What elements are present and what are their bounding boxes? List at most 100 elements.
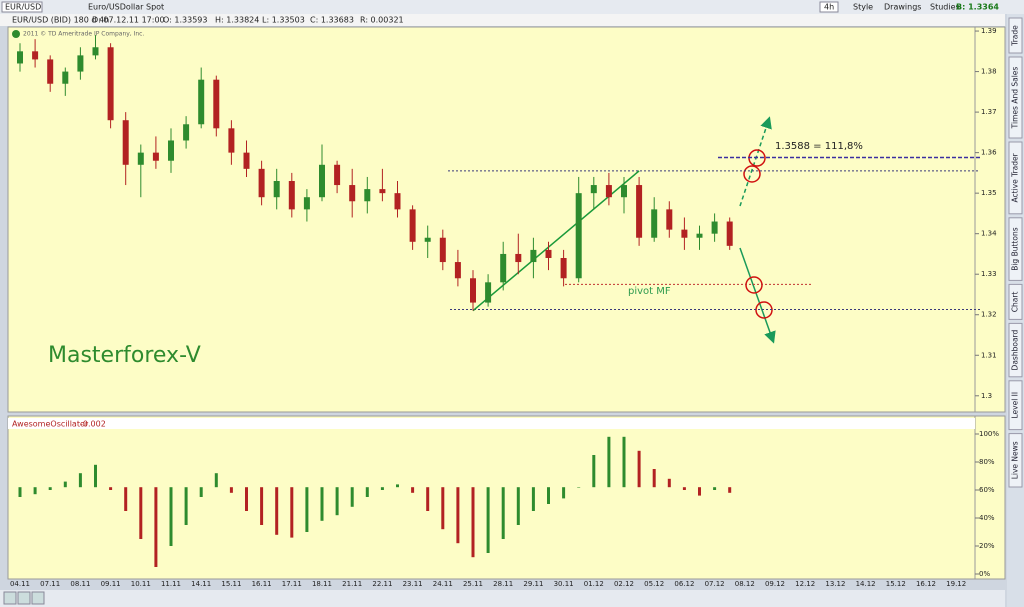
candle-body xyxy=(696,233,703,238)
x-tick-label: 30.11 xyxy=(554,580,574,588)
info-high: H: 1.33824 xyxy=(215,16,259,25)
osc-bar xyxy=(78,473,82,488)
description: Euro/USDollar Spot xyxy=(88,3,164,12)
osc-bar xyxy=(350,487,354,507)
side-tab-label[interactable]: Times And Sales xyxy=(1011,67,1020,130)
side-tab[interactable] xyxy=(1008,217,1023,281)
studies-button[interactable]: Studies xyxy=(930,3,960,12)
osc-bar xyxy=(562,487,566,499)
osc-bar xyxy=(622,436,626,488)
toolbar xyxy=(0,0,1024,14)
zoom-button[interactable] xyxy=(31,591,45,605)
candle-body xyxy=(545,249,552,258)
osc-bar xyxy=(607,436,611,488)
symbol[interactable]: EUR/USD xyxy=(5,3,41,12)
osc-bar xyxy=(245,487,248,511)
side-tab-label[interactable]: Active Trader xyxy=(1011,152,1020,202)
candle-body xyxy=(470,278,476,303)
drawings xyxy=(739,116,776,344)
candle-body xyxy=(349,185,356,202)
candle-body xyxy=(168,140,174,161)
oscillator-header xyxy=(8,418,975,429)
osc-bar xyxy=(365,487,369,497)
symbol-box[interactable] xyxy=(1,1,43,13)
y-tick-label: 1.39 xyxy=(981,27,997,35)
side-tab[interactable] xyxy=(1008,17,1023,54)
side-tab-label[interactable]: Trade xyxy=(1011,25,1020,47)
x-tick-label: 21.11 xyxy=(342,580,362,588)
x-tick-label: 29.11 xyxy=(523,580,543,588)
x-tick-label: 16.12 xyxy=(916,580,936,588)
candle-body xyxy=(364,189,371,202)
osc-bar xyxy=(260,487,264,525)
zoom-button[interactable] xyxy=(17,591,31,605)
x-tick-label: 25.11 xyxy=(463,580,483,588)
timeframe[interactable]: 4h xyxy=(824,3,834,12)
side-tab[interactable] xyxy=(1008,380,1023,431)
osc-bar xyxy=(486,487,490,553)
x-tick-label: 09.12 xyxy=(765,580,785,588)
candle-body xyxy=(137,152,144,165)
osc-y-tick-label: 20% xyxy=(979,542,995,550)
side-tab[interactable] xyxy=(1008,433,1023,488)
osc-bar xyxy=(320,487,324,521)
side-tab-label[interactable]: Chart xyxy=(1011,292,1020,313)
y-tick-label: 1.36 xyxy=(981,149,997,157)
side-tab-label[interactable]: Dashboard xyxy=(1011,330,1020,371)
x-tick-label: 02.12 xyxy=(614,580,634,588)
candle-body xyxy=(590,185,597,194)
osc-bar xyxy=(33,487,37,495)
osc-y-tick-label: 100% xyxy=(979,430,999,438)
osc-bar xyxy=(456,487,460,544)
candle-body xyxy=(560,258,567,279)
bottom-toolbar xyxy=(0,590,1005,607)
x-tick-label: 15.11 xyxy=(221,580,241,588)
candle-body xyxy=(273,181,280,198)
side-tab[interactable] xyxy=(1008,283,1023,320)
candle-body xyxy=(681,229,688,238)
y-tick-label: 1.31 xyxy=(981,351,997,359)
timeframe-box[interactable] xyxy=(819,1,839,13)
zoom-button[interactable] xyxy=(3,591,17,605)
x-tick-label: 09.11 xyxy=(101,580,121,588)
indicator-name: AwesomeOscillator xyxy=(12,420,89,429)
candle-body xyxy=(228,128,235,153)
side-tab[interactable] xyxy=(1008,322,1023,378)
info-date: D: 07.12.11 17:00 xyxy=(92,16,165,25)
candle-body xyxy=(198,79,205,125)
osc-y-tick-label: 40% xyxy=(979,514,995,522)
osc-bar xyxy=(184,487,188,525)
candle-body xyxy=(213,79,220,129)
osc-bar xyxy=(199,487,203,497)
candle-body xyxy=(183,124,190,141)
side-tab[interactable] xyxy=(1008,141,1023,215)
x-tick-label: 15.12 xyxy=(886,580,906,588)
x-tick-label: 08.12 xyxy=(735,580,755,588)
candle-body xyxy=(243,152,250,169)
osc-bar xyxy=(501,487,505,539)
osc-bar xyxy=(592,455,596,488)
osc-y-tick-label: 0% xyxy=(979,570,990,578)
candle-body xyxy=(379,189,386,194)
x-tick-label: 04.11 xyxy=(10,580,30,588)
candle-body xyxy=(666,209,673,230)
pivot-annotation: pivot MF xyxy=(628,286,671,297)
bid-price: B: 1.3364 xyxy=(956,3,999,12)
candle-body xyxy=(152,152,159,161)
side-tab[interactable] xyxy=(1008,56,1023,139)
candle-body xyxy=(334,164,341,186)
info-range: R: 0.00321 xyxy=(360,16,404,25)
circle-marker xyxy=(743,165,761,183)
candle-body xyxy=(515,253,522,263)
side-tab-label[interactable]: Live News xyxy=(1011,441,1020,479)
osc-bar xyxy=(547,487,550,504)
candle-body xyxy=(32,51,39,60)
osc-bar xyxy=(411,487,415,493)
drawings-button[interactable]: Drawings xyxy=(884,3,921,12)
y-tick-label: 1.32 xyxy=(981,311,997,319)
style-button[interactable]: Style xyxy=(853,3,873,12)
osc-bar xyxy=(380,487,384,490)
side-tab-label[interactable]: Level II xyxy=(1011,392,1020,419)
side-tab-label[interactable]: Big Buttons xyxy=(1011,227,1020,270)
